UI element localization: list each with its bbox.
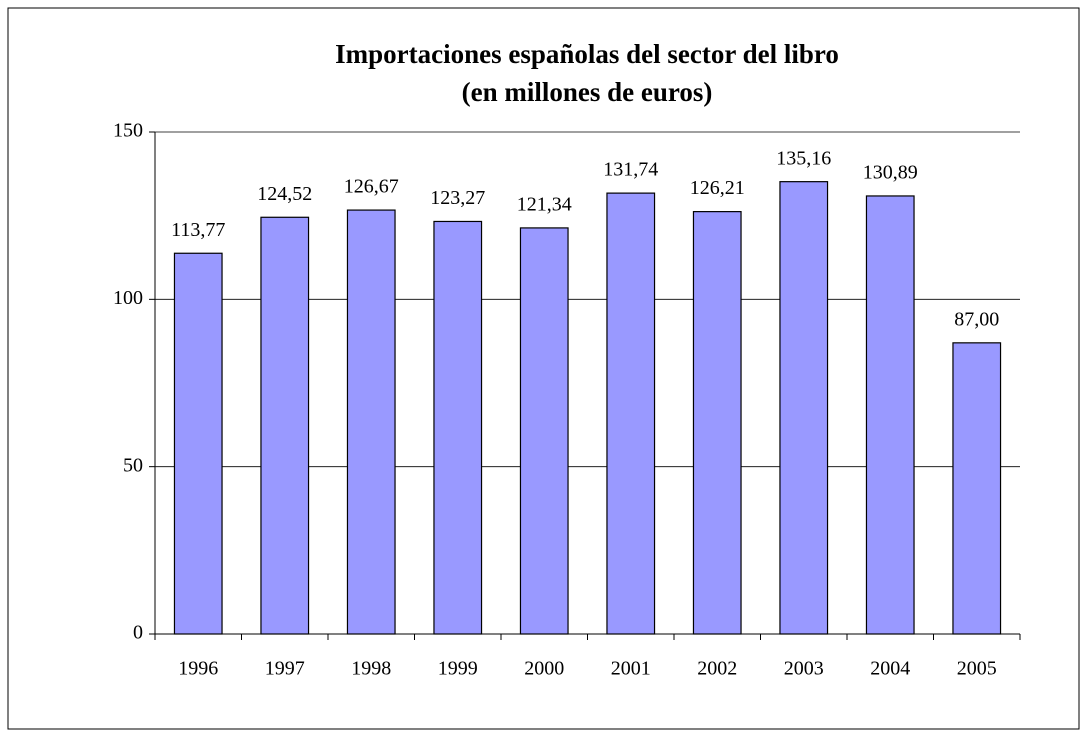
bar (346, 209, 396, 635)
data-label: 121,34 (517, 194, 572, 216)
bar (865, 195, 915, 635)
data-label: 113,77 (171, 219, 225, 241)
bar (952, 342, 1002, 635)
bar (173, 252, 223, 635)
x-tick-label: 2002 (697, 658, 737, 680)
y-tick-label: 50 (123, 454, 143, 476)
chart-title: Importaciones españolas del sector del l… (335, 39, 839, 69)
x-tick-label: 1996 (178, 658, 218, 680)
x-tick-label: 1999 (438, 658, 478, 680)
x-tick-label: 2001 (611, 658, 651, 680)
y-tick-label: 150 (113, 120, 143, 142)
bar (606, 192, 656, 635)
bar (519, 227, 569, 635)
bar (433, 220, 483, 635)
bar (779, 181, 829, 635)
bar (260, 216, 310, 635)
bar (692, 211, 742, 635)
data-label: 126,21 (690, 177, 745, 199)
data-label: 87,00 (954, 308, 999, 330)
data-label: 131,74 (603, 159, 658, 181)
data-label: 135,16 (776, 147, 831, 169)
x-tick-label: 2003 (784, 658, 824, 680)
data-label: 124,52 (257, 183, 312, 205)
x-tick-label: 1998 (351, 658, 391, 680)
x-tick-label: 2004 (870, 658, 910, 680)
data-label: 126,67 (344, 176, 399, 198)
x-tick-label: 2000 (524, 658, 564, 680)
x-tick-label: 2005 (957, 658, 997, 680)
chart-title: (en millones de euros) (462, 77, 713, 107)
data-label: 130,89 (863, 162, 918, 184)
data-label: 123,27 (430, 187, 485, 209)
y-tick-label: 100 (113, 287, 143, 309)
x-tick-label: 1997 (265, 658, 305, 680)
y-tick-label: 0 (133, 622, 143, 644)
